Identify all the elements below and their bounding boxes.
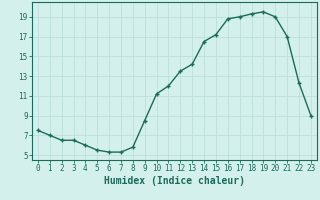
X-axis label: Humidex (Indice chaleur): Humidex (Indice chaleur) (104, 176, 245, 186)
